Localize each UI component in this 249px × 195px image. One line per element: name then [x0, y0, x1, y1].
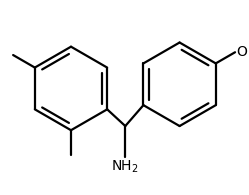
Text: O: O	[237, 45, 247, 59]
Text: NH$_2$: NH$_2$	[112, 159, 139, 175]
